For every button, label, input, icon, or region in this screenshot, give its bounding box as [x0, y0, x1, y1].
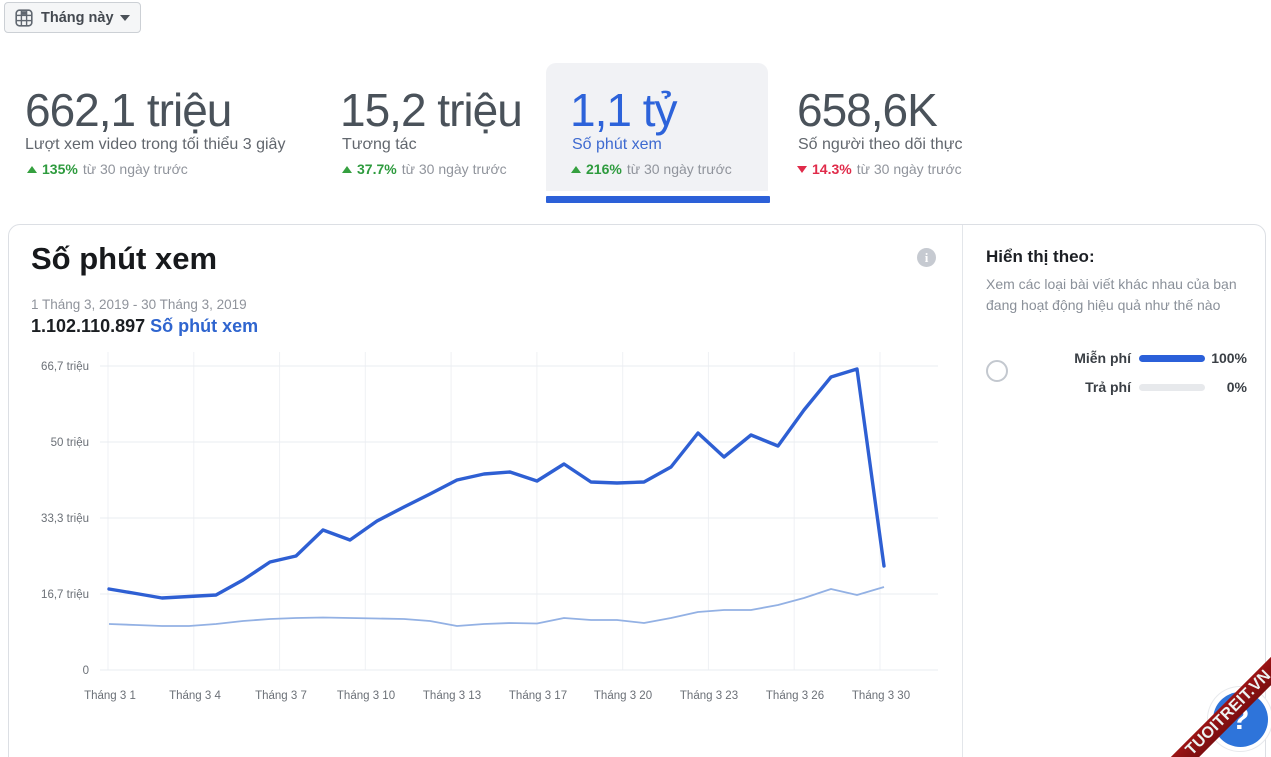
- svg-text:50 triệu: 50 triệu: [51, 437, 89, 449]
- svg-text:66,7 triệu: 66,7 triệu: [41, 361, 89, 373]
- svg-text:16,7 triệu: 16,7 triệu: [41, 589, 89, 601]
- svg-text:Tháng 3 17: Tháng 3 17: [509, 690, 567, 702]
- svg-text:Tháng 3 13: Tháng 3 13: [423, 690, 481, 702]
- svg-text:Tháng 3 4: Tháng 3 4: [169, 690, 221, 702]
- svg-text:Tháng 3 7: Tháng 3 7: [255, 690, 307, 702]
- svg-text:Tháng 3 23: Tháng 3 23: [680, 690, 738, 702]
- svg-text:Tháng 3 20: Tháng 3 20: [594, 690, 652, 702]
- svg-text:Tháng 3 30: Tháng 3 30: [852, 690, 910, 702]
- svg-text:Tháng 3 26: Tháng 3 26: [766, 690, 824, 702]
- svg-text:Tháng 3 10: Tháng 3 10: [337, 690, 395, 702]
- svg-text:Tháng 3 1: Tháng 3 1: [84, 690, 136, 702]
- svg-text:0: 0: [83, 665, 89, 677]
- svg-text:33,3 triệu: 33,3 triệu: [41, 513, 89, 525]
